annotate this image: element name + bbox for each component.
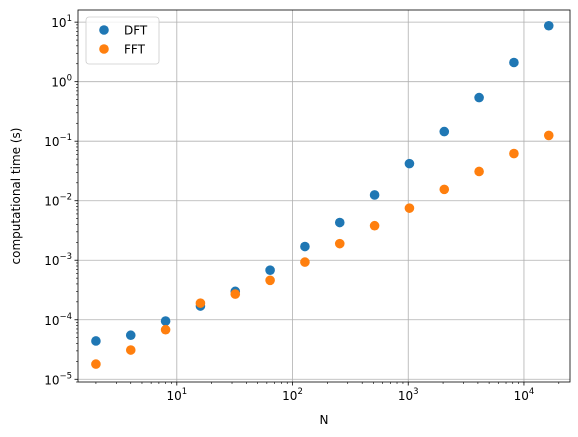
- plot-frame: [77, 9, 571, 383]
- fft-point: [404, 203, 415, 213]
- x-tick-label: 104: [514, 387, 535, 403]
- dft-point: [474, 92, 484, 103]
- fft-point: [195, 298, 206, 308]
- dft-point: [543, 20, 554, 31]
- fft-point: [265, 275, 275, 286]
- grid: [78, 10, 570, 382]
- dft-point: [404, 158, 415, 169]
- y-axis-label: computational time (s): [9, 128, 23, 265]
- legend-marker-fft: [99, 44, 109, 54]
- y-tick-label: 10−2: [44, 193, 72, 209]
- legend-label-dft: DFT: [124, 24, 148, 38]
- dft-point: [91, 336, 101, 346]
- legend-label-fft: FFT: [124, 43, 146, 57]
- data-points: [91, 20, 554, 369]
- dft-point: [334, 217, 345, 228]
- dft-point: [509, 57, 519, 68]
- fft-point: [160, 324, 171, 335]
- axis-ticks: 101 102 103 104 10−5 10−4 10−3 10−2 10−1 100 101: [44, 14, 560, 403]
- dft-point: [300, 241, 310, 252]
- y-tick-label: 10−1: [44, 133, 72, 149]
- y-tick-label: 10−4: [44, 312, 72, 328]
- fft-point: [369, 220, 380, 231]
- fft-point: [474, 166, 484, 177]
- dft-point: [369, 190, 380, 200]
- dft-point: [125, 330, 136, 341]
- fft-point: [230, 289, 241, 299]
- fft-point: [91, 359, 101, 369]
- fft-point: [334, 238, 345, 249]
- fft-point: [543, 130, 554, 141]
- dft-point: [265, 265, 275, 276]
- x-axis-label: N: [320, 413, 329, 427]
- y-tick-label: 100: [51, 74, 72, 90]
- fft-point: [125, 345, 136, 355]
- y-tick-label: 10−3: [44, 252, 72, 268]
- y-tick-label: 10−5: [44, 371, 72, 387]
- fft-point: [300, 257, 310, 267]
- dft-point: [439, 126, 450, 137]
- y-tick-label: 101: [51, 14, 72, 30]
- legend-box: [85, 16, 160, 65]
- x-tick-label: 102: [282, 387, 303, 403]
- legend-marker-dft: [99, 25, 109, 35]
- legend: DFT FFT: [85, 16, 160, 65]
- fft-point: [439, 184, 450, 195]
- x-tick-label: 101: [166, 387, 187, 403]
- dft-point: [160, 316, 171, 326]
- x-tick-label: 103: [398, 387, 419, 403]
- fft-point: [509, 148, 519, 159]
